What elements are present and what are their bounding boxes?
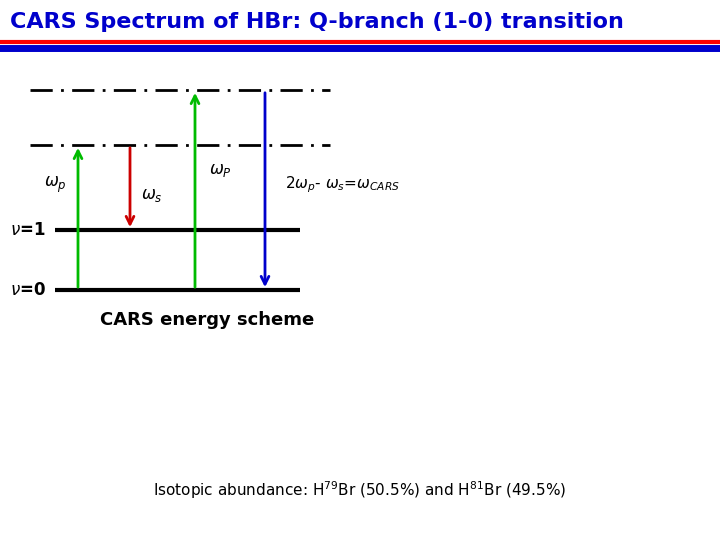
Text: $\omega_P$: $\omega_P$: [209, 161, 231, 179]
Text: $\nu$=1: $\nu$=1: [10, 221, 45, 239]
Text: Isotopic abundance: H$^{79}$Br (50.5%) and H$^{81}$Br (49.5%): Isotopic abundance: H$^{79}$Br (50.5%) a…: [153, 479, 567, 501]
Text: $\omega_s$: $\omega_s$: [141, 186, 163, 204]
Text: $\nu$=0: $\nu$=0: [10, 281, 46, 299]
Text: $\omega_p$: $\omega_p$: [44, 175, 66, 195]
Text: $2\omega_p$- $\omega_s$=$\omega_{CARS}$: $2\omega_p$- $\omega_s$=$\omega_{CARS}$: [285, 175, 400, 195]
Text: CARS Spectrum of HBr: Q-branch (1-0) transition: CARS Spectrum of HBr: Q-branch (1-0) tra…: [10, 12, 624, 32]
Text: CARS energy scheme: CARS energy scheme: [100, 311, 314, 329]
